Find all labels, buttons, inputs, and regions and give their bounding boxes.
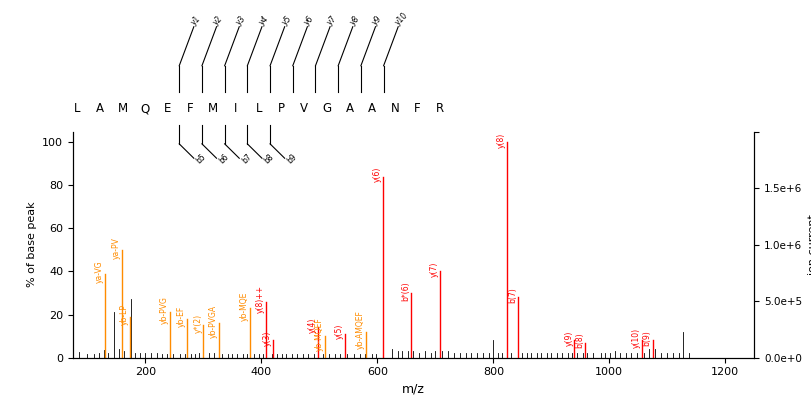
Text: yb-MQE: yb-MQE: [240, 291, 249, 321]
Text: b9: b9: [285, 152, 298, 166]
Text: A: A: [368, 102, 376, 115]
Text: M: M: [208, 102, 218, 115]
Text: y3: y3: [234, 14, 247, 27]
Text: y5: y5: [280, 14, 293, 27]
Text: b5: b5: [195, 152, 208, 166]
Text: y6: y6: [303, 14, 315, 27]
Text: b*(6): b*(6): [401, 281, 410, 300]
Text: yb-LP: yb-LP: [120, 304, 129, 325]
Text: M: M: [118, 102, 127, 115]
Text: y(7): y(7): [430, 262, 439, 277]
Text: G: G: [322, 102, 332, 115]
Text: yb-PVGA: yb-PVGA: [208, 305, 217, 337]
Text: V: V: [300, 102, 308, 115]
Text: y(10): y(10): [632, 328, 642, 348]
Text: A: A: [96, 102, 104, 115]
Text: y(5): y(5): [335, 324, 344, 339]
Y-axis label: ion current: ion current: [808, 214, 811, 275]
Text: yb-MQEF: yb-MQEF: [315, 317, 324, 351]
Text: b(8): b(8): [575, 332, 584, 348]
Text: ya-VG: ya-VG: [95, 260, 104, 283]
Text: y(6): y(6): [372, 167, 381, 182]
Text: E: E: [164, 102, 172, 115]
Text: y4: y4: [257, 14, 270, 27]
Text: y(9): y(9): [564, 330, 573, 346]
Text: F: F: [414, 102, 421, 115]
Text: ya-PV: ya-PV: [112, 237, 121, 259]
Text: b7: b7: [240, 152, 253, 166]
Text: y(8)++: y(8)++: [256, 286, 265, 314]
Text: P: P: [278, 102, 285, 115]
Text: N: N: [391, 102, 399, 115]
Y-axis label: % of base peak: % of base peak: [27, 202, 36, 287]
Text: A: A: [345, 102, 354, 115]
X-axis label: m/z: m/z: [402, 383, 425, 396]
Text: y(3): y(3): [263, 330, 272, 346]
Text: y2: y2: [212, 14, 225, 27]
Text: b(9): b(9): [642, 330, 651, 346]
Text: yb-PVG: yb-PVG: [161, 296, 169, 324]
Text: b8: b8: [263, 152, 276, 166]
Text: I: I: [234, 102, 238, 115]
Text: F: F: [187, 102, 194, 115]
Text: L: L: [74, 102, 80, 115]
Text: y(4): y(4): [307, 318, 316, 333]
Text: y9: y9: [371, 14, 384, 27]
Text: y1: y1: [189, 14, 202, 27]
Text: y(8): y(8): [496, 132, 505, 148]
Text: yb-EF: yb-EF: [177, 306, 186, 327]
Text: b6: b6: [217, 152, 230, 166]
Text: y7: y7: [325, 14, 338, 27]
Text: Q: Q: [140, 102, 150, 115]
Text: y8: y8: [348, 14, 361, 27]
Text: y10: y10: [393, 10, 410, 27]
Text: yb-AMQEF: yb-AMQEF: [355, 310, 365, 349]
Text: b(7): b(7): [508, 287, 517, 303]
Text: y*(2): y*(2): [193, 314, 202, 332]
Text: R: R: [436, 102, 444, 115]
Text: L: L: [255, 102, 262, 115]
